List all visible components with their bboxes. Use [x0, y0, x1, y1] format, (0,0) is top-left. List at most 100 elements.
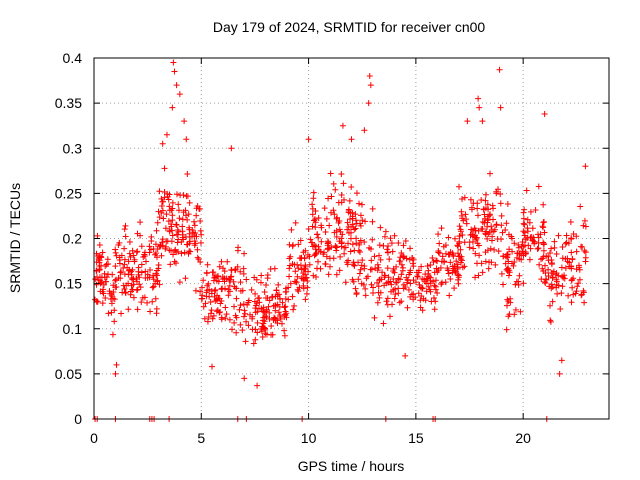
data-point [381, 233, 388, 240]
data-point [317, 265, 324, 272]
data-point [210, 277, 217, 284]
data-point [312, 250, 319, 257]
data-point [371, 314, 378, 321]
data-point [210, 312, 217, 319]
data-point [209, 363, 216, 370]
data-point [537, 231, 544, 238]
data-point [305, 226, 312, 233]
data-point [353, 190, 360, 197]
data-point [310, 272, 317, 279]
data-point [369, 218, 376, 225]
data-point [474, 234, 481, 241]
data-point [134, 248, 141, 255]
data-point [256, 305, 263, 312]
data-point [447, 276, 454, 283]
data-point [197, 218, 204, 225]
data-point [158, 202, 165, 209]
y-tick-label: 0.2 [63, 231, 83, 247]
data-point [263, 295, 270, 302]
data-point [198, 231, 205, 238]
data-point [375, 283, 382, 290]
data-point [146, 249, 153, 256]
data-point [147, 308, 154, 315]
data-point [548, 270, 555, 277]
data-point [292, 219, 299, 226]
data-point [287, 280, 294, 287]
data-point [493, 222, 500, 229]
data-point [568, 276, 575, 283]
data-point [249, 315, 256, 322]
data-point [240, 270, 247, 277]
data-point [560, 274, 567, 281]
data-point [438, 279, 445, 286]
data-point [136, 281, 143, 288]
data-point [295, 241, 302, 248]
data-point [176, 91, 183, 98]
data-point [400, 285, 407, 292]
x-tick-label: 20 [515, 430, 531, 446]
data-point [150, 272, 157, 279]
data-point [399, 267, 406, 274]
y-tick-label: 0.05 [55, 366, 82, 382]
data-point [562, 265, 569, 272]
data-point [532, 207, 539, 214]
data-point [126, 250, 133, 257]
data-point [515, 244, 522, 251]
data-point [292, 268, 299, 275]
data-point [285, 296, 292, 303]
data-point [367, 82, 374, 89]
data-point [169, 232, 176, 239]
y-tick-label: 0.15 [55, 276, 82, 292]
data-point [362, 218, 369, 225]
data-point [245, 297, 252, 304]
data-point [581, 299, 588, 306]
data-point [336, 267, 343, 274]
data-point [546, 249, 553, 256]
data-point [355, 276, 362, 283]
data-point [261, 288, 268, 295]
y-tick-label: 0 [74, 411, 82, 427]
data-point [193, 205, 200, 212]
data-point [511, 258, 518, 265]
data-point [380, 320, 387, 327]
data-point [374, 299, 381, 306]
data-point [233, 285, 240, 292]
data-point [565, 240, 572, 247]
data-point [488, 259, 495, 266]
data-point [194, 254, 201, 261]
data-point [226, 282, 233, 289]
data-point [497, 191, 504, 197]
data-point [398, 261, 405, 268]
data-point [517, 250, 524, 257]
data-point [494, 235, 501, 242]
data-point [137, 219, 144, 226]
data-point [519, 238, 526, 245]
data-point [382, 228, 389, 235]
data-point [113, 283, 120, 290]
data-point [348, 136, 355, 143]
data-point [176, 279, 183, 286]
data-point [104, 256, 111, 263]
x-tick-label: 10 [301, 430, 317, 446]
data-point [225, 292, 232, 299]
data-point [348, 184, 355, 191]
data-point [375, 264, 382, 271]
data-point [479, 225, 486, 232]
data-point [183, 193, 190, 200]
data-point [581, 217, 588, 224]
data-point [149, 284, 156, 291]
data-point [199, 292, 206, 299]
data-point [96, 253, 103, 260]
data-point [117, 269, 124, 276]
data-point [310, 189, 317, 196]
data-point [395, 285, 402, 292]
data-point [456, 223, 463, 230]
data-point [431, 269, 438, 276]
data-point [458, 208, 465, 215]
data-point [331, 211, 338, 218]
data-point [333, 227, 340, 234]
data-point [197, 288, 204, 295]
data-point [530, 237, 537, 244]
data-point [270, 303, 277, 310]
data-point [105, 310, 112, 317]
